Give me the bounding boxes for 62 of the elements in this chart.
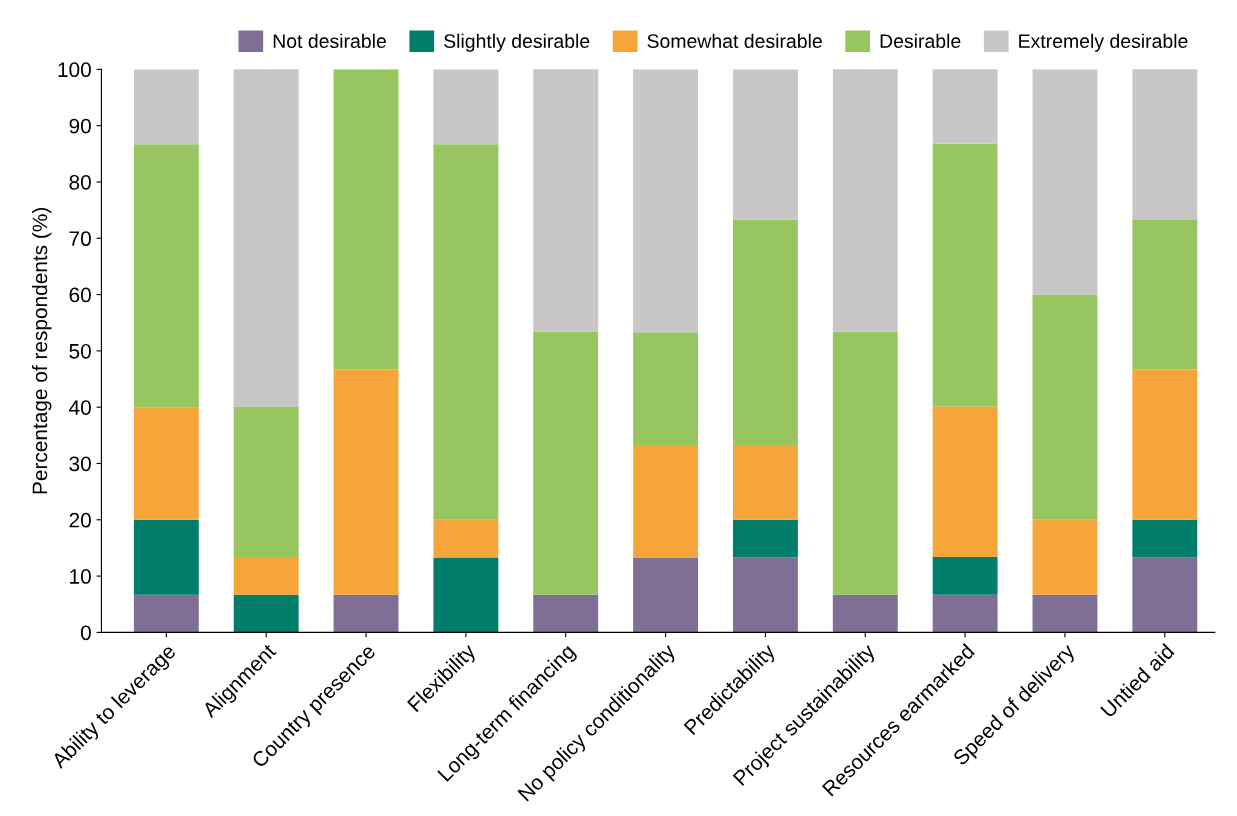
- bar: [633, 332, 699, 445]
- legend-label: Extremely desirable: [1019, 33, 1188, 52]
- bar: [1032, 594, 1098, 633]
- bar: [433, 557, 499, 633]
- bar: [1132, 557, 1198, 633]
- legend-label: Desirable: [880, 33, 961, 49]
- y-tick-label: 90: [69, 118, 91, 134]
- bar: [633, 69, 699, 333]
- bar: [333, 594, 399, 633]
- y-tick-label: 80: [69, 174, 91, 190]
- bar: [832, 69, 898, 332]
- bar: [533, 331, 599, 595]
- bar: [433, 519, 499, 558]
- bar: [433, 144, 499, 520]
- bar: [732, 219, 798, 445]
- bar: [1032, 294, 1098, 520]
- bar: [732, 69, 798, 220]
- bar: [932, 143, 998, 407]
- bar: [133, 594, 199, 633]
- bar: [133, 407, 199, 520]
- y-axis-title: Percentage of respondents (%): [31, 207, 52, 494]
- y-tick-label: 100: [58, 62, 91, 78]
- bar: [1132, 69, 1198, 220]
- bar: [1032, 519, 1098, 595]
- bar: [233, 406, 299, 557]
- bar: [433, 69, 499, 145]
- bar: [932, 556, 998, 595]
- y-tick-label: 60: [69, 287, 91, 303]
- bar: [333, 369, 399, 595]
- bar: [333, 69, 399, 370]
- bar: [233, 556, 299, 595]
- bar: [133, 69, 199, 145]
- bar: [133, 144, 199, 408]
- bar: [233, 594, 299, 633]
- bar: [633, 557, 699, 633]
- bar: [233, 69, 299, 407]
- bar: [732, 519, 798, 558]
- bar: [932, 406, 998, 557]
- bar: [1132, 219, 1198, 370]
- legend-label: Not desirable: [273, 33, 386, 49]
- bar: [932, 69, 998, 144]
- bar: [533, 69, 599, 332]
- legend-label: Slightly desirable: [444, 33, 590, 52]
- y-tick-label: 0: [80, 625, 91, 641]
- bar: [832, 331, 898, 595]
- bar: [732, 557, 798, 633]
- bar: [932, 594, 998, 633]
- y-tick-label: 30: [69, 456, 91, 472]
- legend-label: Somewhat desirable: [647, 33, 822, 49]
- bar: [1032, 69, 1098, 295]
- bar: [533, 594, 599, 633]
- y-tick-label: 70: [69, 231, 91, 247]
- y-tick-label: 20: [69, 512, 91, 528]
- bar: [1132, 519, 1198, 558]
- bar: [633, 444, 699, 558]
- y-tick-label: 50: [69, 343, 91, 359]
- y-tick-label: 40: [69, 400, 91, 415]
- bar: [133, 519, 199, 595]
- bar: [832, 594, 898, 633]
- bar: [1132, 369, 1198, 520]
- y-tick-label: 10: [70, 569, 91, 584]
- bar: [732, 444, 798, 520]
